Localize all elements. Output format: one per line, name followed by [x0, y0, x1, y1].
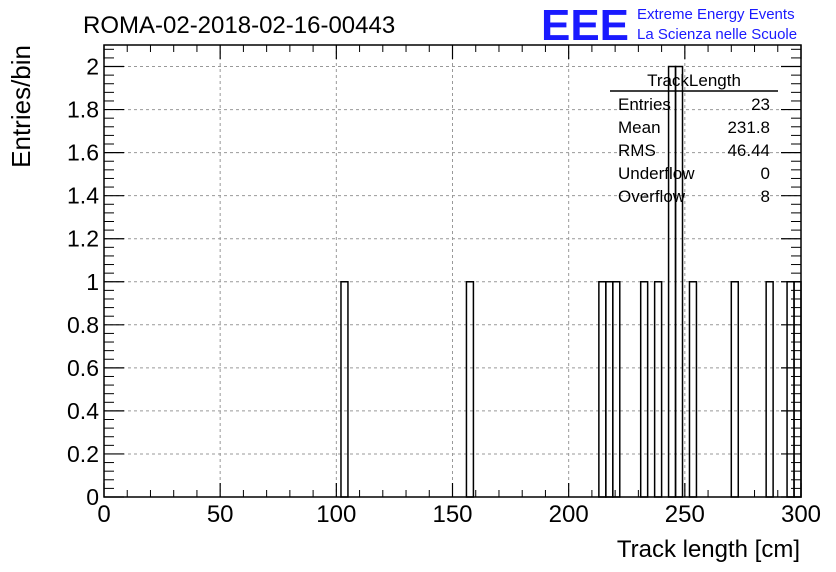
- histogram-bin: [688, 281, 698, 498]
- y-tick-label: 1.2: [67, 226, 99, 252]
- stats-label-mean: Mean: [618, 118, 661, 137]
- stats-label-entries: Entries: [618, 95, 671, 114]
- y-tick-label: 1.6: [67, 140, 99, 166]
- histogram-bin: [765, 281, 774, 498]
- y-axis-ticks: 0 0.2 0.4 0.6 0.8 1 1.2 1.4 1.6 1.8 2: [67, 48, 801, 510]
- stats-label-underflow: Underflow: [618, 164, 695, 183]
- histogram-bin: [605, 281, 614, 498]
- x-axis-label: Track length [cm]: [617, 536, 800, 563]
- stats-title: TrackLength: [647, 71, 741, 90]
- logo-line-1: Extreme Energy Events: [637, 6, 795, 23]
- y-tick-label: 1: [86, 269, 99, 295]
- x-tick-label: 300: [781, 501, 821, 528]
- histogram-bin: [639, 281, 649, 498]
- histogram-bin: [465, 281, 475, 498]
- eee-logo: EEE: [541, 1, 629, 50]
- histogram-bin: [598, 281, 607, 498]
- y-tick-label: 0.6: [67, 355, 99, 381]
- y-tick-label: 2: [86, 54, 99, 80]
- stats-value-overflow: 8: [761, 187, 770, 206]
- grid-lines: [104, 45, 801, 497]
- y-axis-label: Entries/bin: [6, 45, 36, 168]
- stats-label-overflow: Overflow: [618, 187, 686, 206]
- x-tick-label: 0: [97, 501, 110, 528]
- y-tick-label: 1.8: [67, 97, 99, 123]
- histogram-bin: [612, 281, 621, 498]
- y-tick-label: 1.4: [67, 183, 99, 209]
- y-tick-label: 0.2: [67, 441, 99, 467]
- x-tick-label: 100: [316, 501, 356, 528]
- run-title: ROMA-02-2018-02-16-00443: [83, 12, 395, 39]
- stats-box: TrackLength Entries 23 Mean 231.8 RMS 46…: [610, 71, 778, 206]
- stats-value-underflow: 0: [761, 164, 770, 183]
- logo-line-2: La Scienza nelle Scuole: [637, 26, 797, 43]
- histogram-bin: [730, 281, 740, 498]
- x-tick-label: 200: [549, 501, 589, 528]
- histogram-bin: [340, 281, 349, 498]
- y-tick-label: 0: [86, 484, 99, 510]
- stats-value-rms: 46.44: [727, 141, 770, 160]
- y-tick-label: 0.8: [67, 312, 99, 338]
- stats-label-rms: RMS: [618, 141, 656, 160]
- x-tick-label: 150: [432, 501, 472, 528]
- stats-value-entries: 23: [751, 95, 770, 114]
- histogram-bin: [786, 281, 795, 498]
- x-axis-ticks: 0 50 100 150 200 250 300: [97, 45, 821, 528]
- stats-value-mean: 231.8: [727, 118, 770, 137]
- x-tick-label: 50: [207, 501, 234, 528]
- y-tick-label: 0.4: [67, 398, 99, 424]
- x-tick-label: 250: [665, 501, 705, 528]
- histogram-bin: [653, 281, 663, 498]
- histogram-bin: [793, 281, 802, 498]
